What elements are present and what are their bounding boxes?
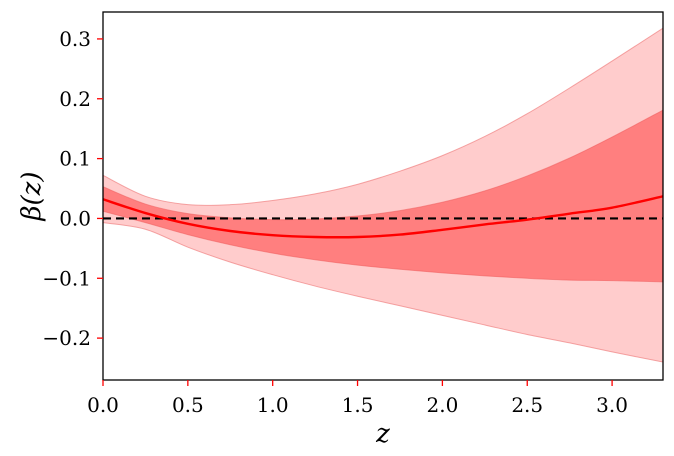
y-tick-label: 0.1 — [59, 147, 91, 171]
y-tick-label: 0.2 — [59, 87, 91, 111]
band-2sigma-lower-edge — [103, 222, 663, 363]
x-tick-label: 0.5 — [172, 393, 204, 417]
x-tick-label: 2.5 — [511, 393, 543, 417]
x-tick-label: 3.0 — [596, 393, 628, 417]
x-axis-ticks: 0.0 0.5 1.0 1.5 2.0 2.5 3.0 — [87, 380, 628, 417]
y-tick-label: 0.3 — [59, 27, 91, 51]
x-tick-label: 1.5 — [342, 393, 374, 417]
x-axis-label: z — [375, 419, 390, 449]
band-2sigma — [103, 28, 663, 363]
band-2sigma-upper-edge — [103, 27, 663, 206]
y-tick-label: 0.0 — [59, 206, 91, 230]
y-tick-label: −0.2 — [42, 326, 91, 350]
mean-curve — [103, 195, 663, 239]
band-1sigma — [103, 110, 663, 282]
y-tick-label: −0.1 — [42, 266, 91, 290]
x-tick-label: 2.0 — [426, 393, 458, 417]
band-1sigma-lower-edge — [103, 210, 663, 283]
y-axis-ticks: −0.2 −0.1 0.0 0.1 0.2 0.3 — [42, 27, 103, 350]
x-tick-label: 0.0 — [87, 393, 119, 417]
y-axis-label: β(z) — [17, 171, 47, 221]
band-1sigma-upper-edge — [103, 109, 663, 221]
axes-frame — [102, 11, 664, 381]
x-tick-label: 1.0 — [257, 393, 289, 417]
plot-area — [103, 27, 663, 363]
